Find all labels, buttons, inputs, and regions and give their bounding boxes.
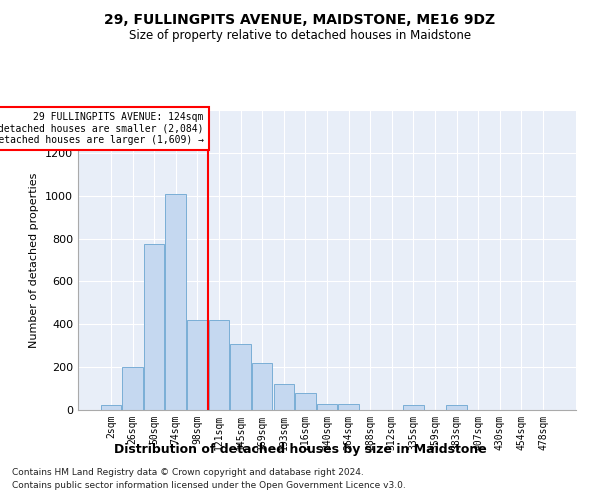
Text: Contains HM Land Registry data © Crown copyright and database right 2024.: Contains HM Land Registry data © Crown c…	[12, 468, 364, 477]
Text: Size of property relative to detached houses in Maidstone: Size of property relative to detached ho…	[129, 29, 471, 42]
Text: Distribution of detached houses by size in Maidstone: Distribution of detached houses by size …	[113, 442, 487, 456]
Text: 29 FULLINGPITS AVENUE: 124sqm
← 55% of detached houses are smaller (2,084)
43% o: 29 FULLINGPITS AVENUE: 124sqm ← 55% of d…	[0, 112, 204, 146]
Bar	[403, 404, 424, 410]
Text: 29, FULLINGPITS AVENUE, MAIDSTONE, ME16 9DZ: 29, FULLINGPITS AVENUE, MAIDSTONE, ME16 …	[104, 12, 496, 26]
Y-axis label: Number of detached properties: Number of detached properties	[29, 172, 40, 348]
Bar	[187, 320, 208, 410]
Bar	[101, 404, 121, 410]
Bar	[317, 404, 337, 410]
Bar	[252, 363, 272, 410]
Bar	[122, 367, 143, 410]
Bar	[446, 404, 467, 410]
Bar	[295, 393, 316, 410]
Bar	[274, 384, 294, 410]
Bar	[338, 404, 359, 410]
Bar	[144, 244, 164, 410]
Bar	[230, 344, 251, 410]
Bar	[166, 194, 186, 410]
Bar	[209, 320, 229, 410]
Text: Contains public sector information licensed under the Open Government Licence v3: Contains public sector information licen…	[12, 480, 406, 490]
